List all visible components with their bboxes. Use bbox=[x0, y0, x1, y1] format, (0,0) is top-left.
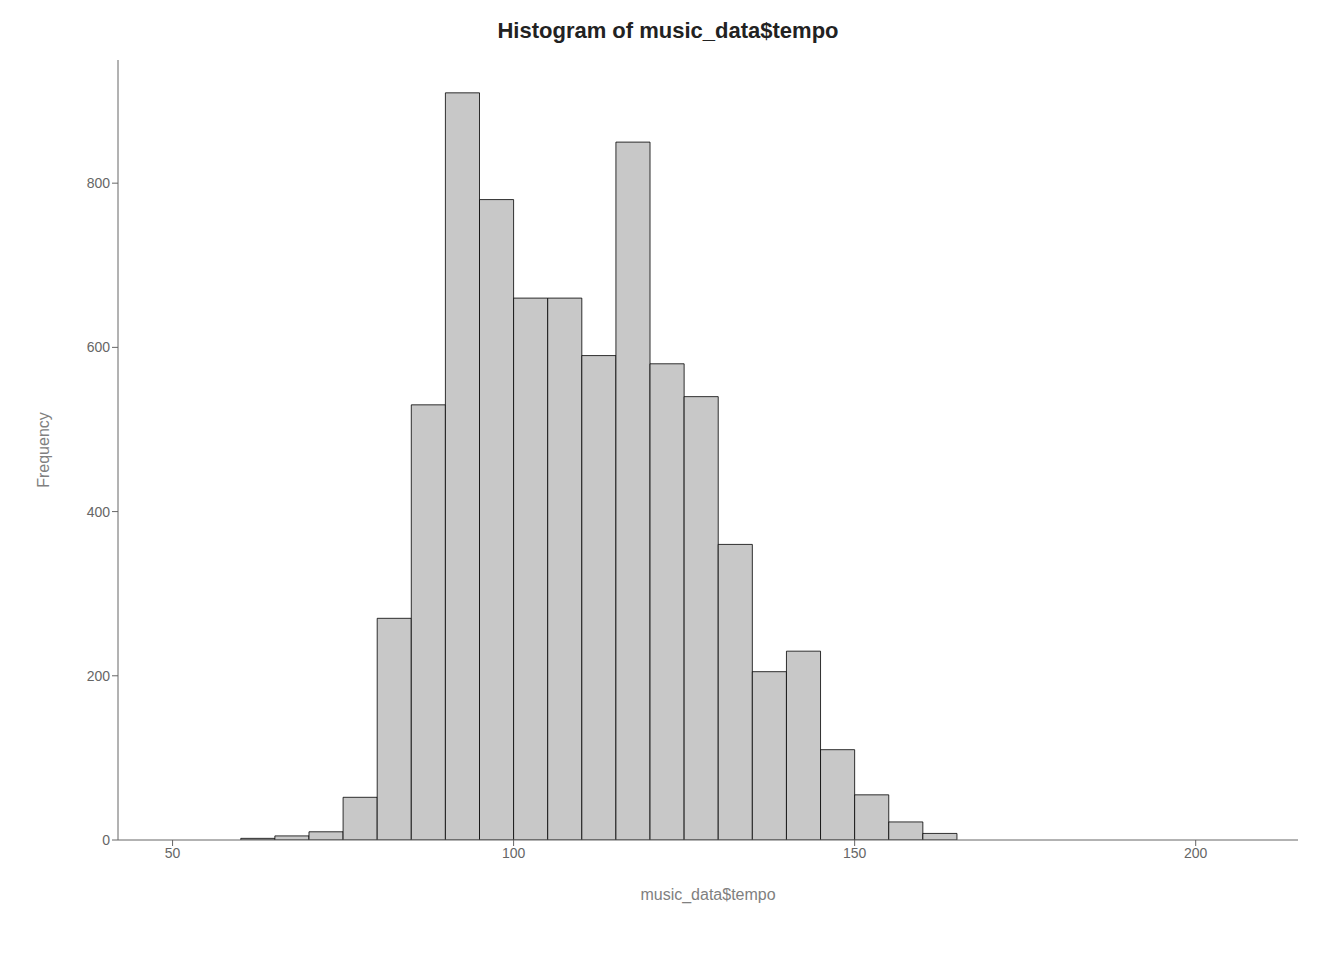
svg-text:600: 600 bbox=[87, 339, 111, 355]
svg-text:0: 0 bbox=[102, 832, 110, 848]
svg-text:200: 200 bbox=[87, 668, 111, 684]
svg-text:400: 400 bbox=[87, 504, 111, 520]
svg-text:150: 150 bbox=[843, 845, 867, 861]
svg-text:800: 800 bbox=[87, 175, 111, 191]
svg-text:200: 200 bbox=[1184, 845, 1208, 861]
svg-text:music_data$tempo: music_data$tempo bbox=[640, 886, 775, 904]
svg-text:100: 100 bbox=[502, 845, 526, 861]
svg-text:Frequency: Frequency bbox=[35, 412, 52, 488]
html-text:Histogram of music_data$tempo: Histogram of music_data$tempo bbox=[497, 18, 839, 43]
svg-text:50: 50 bbox=[165, 845, 181, 861]
